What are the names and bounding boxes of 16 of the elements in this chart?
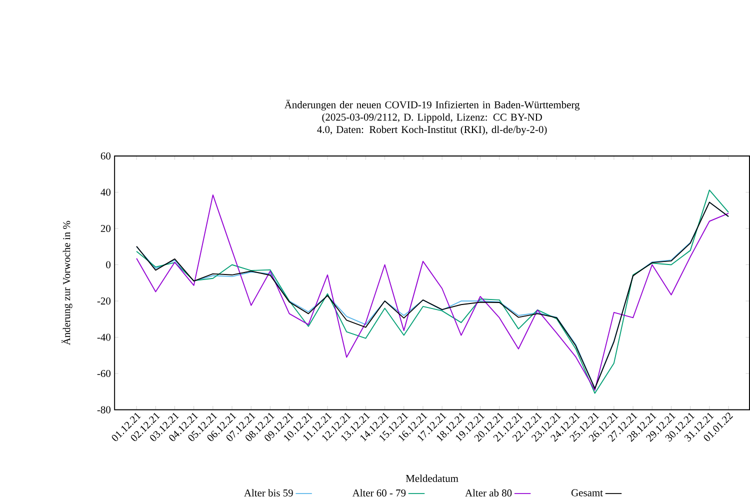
x-axis-title: Meldedatum: [406, 474, 458, 482]
y-tick-label: -80: [97, 406, 111, 414]
y-tick-label: -40: [97, 334, 111, 341]
y-tick-label: 20: [100, 225, 111, 232]
legend-label: Alter bis 59: [244, 489, 293, 497]
y-tick-label: 0: [106, 261, 111, 268]
legend-label: Alter 60 - 79: [352, 489, 406, 497]
chart-subtitle: (2025-03-09/2112, D. Lippold, Lizenz: CC BY-ND 4.0, Daten: Robert Koch-Institut (RKI), dl-de/by-2-0): [317, 113, 547, 136]
y-tick-label: -60: [97, 370, 111, 378]
y-tick-label: 40: [100, 188, 111, 196]
y-axis-title: Änderung zur Vorwoche in %: [62, 221, 72, 346]
legend-label: Gesamt: [571, 489, 603, 496]
legend-label: Alter ab 80: [465, 489, 512, 497]
y-tick-label: -20: [97, 298, 111, 305]
chart-title: Änderungen der neuen COVID-19 Infizierten in Baden-Württemberg: [284, 100, 580, 111]
y-tick-label: 60: [100, 152, 111, 160]
